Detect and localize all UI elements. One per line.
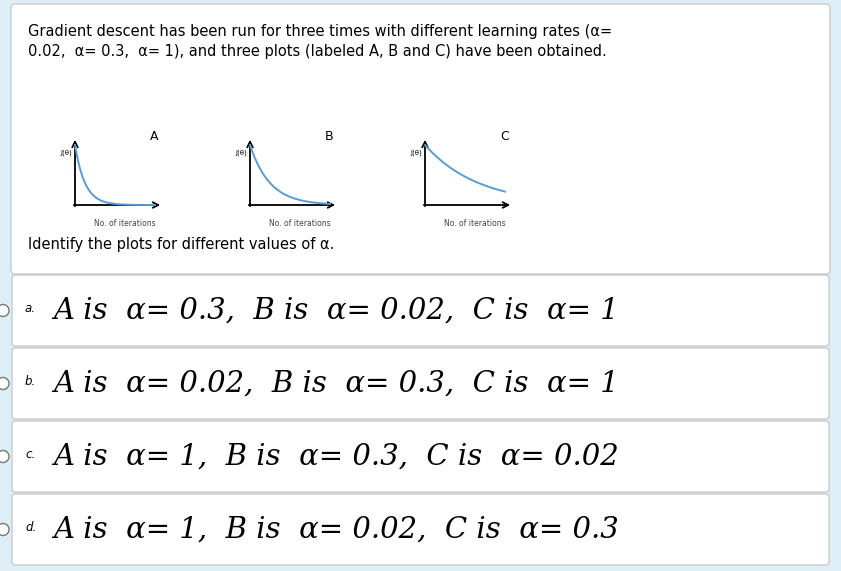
Text: A is  α= 0.02,  B is  α= 0.3,  C is  α= 1: A is α= 0.02, B is α= 0.3, C is α= 1 bbox=[53, 369, 619, 397]
Text: A: A bbox=[150, 130, 158, 143]
Text: Gradient descent has been run for three times with different learning rates (α=: Gradient descent has been run for three … bbox=[28, 24, 612, 39]
Text: A is  α= 0.3,  B is  α= 0.02,  C is  α= 1: A is α= 0.3, B is α= 0.02, C is α= 1 bbox=[53, 296, 619, 324]
Text: J(θ): J(θ) bbox=[410, 149, 422, 155]
Circle shape bbox=[0, 377, 9, 389]
Text: B: B bbox=[325, 130, 334, 143]
Text: 0.02,  α= 0.3,  α= 1), and three plots (labeled A, B and C) have been obtained.: 0.02, α= 0.3, α= 1), and three plots (la… bbox=[28, 44, 606, 59]
Circle shape bbox=[0, 524, 9, 536]
FancyBboxPatch shape bbox=[12, 421, 829, 492]
Text: a.: a. bbox=[25, 302, 36, 315]
FancyBboxPatch shape bbox=[12, 494, 829, 565]
Text: d.: d. bbox=[25, 521, 36, 534]
Text: No. of iterations: No. of iterations bbox=[269, 219, 331, 228]
Text: Identify the plots for different values of α.: Identify the plots for different values … bbox=[28, 237, 335, 252]
FancyBboxPatch shape bbox=[11, 4, 830, 274]
FancyBboxPatch shape bbox=[12, 348, 829, 419]
Text: No. of iterations: No. of iterations bbox=[94, 219, 156, 228]
Text: No. of iterations: No. of iterations bbox=[444, 219, 505, 228]
Text: C: C bbox=[500, 130, 509, 143]
Text: A is  α= 1,  B is  α= 0.3,  C is  α= 0.02: A is α= 1, B is α= 0.3, C is α= 0.02 bbox=[53, 443, 619, 471]
Circle shape bbox=[0, 304, 9, 316]
Text: c.: c. bbox=[25, 448, 35, 461]
Text: J(θ): J(θ) bbox=[235, 149, 247, 155]
FancyBboxPatch shape bbox=[12, 275, 829, 346]
Text: J(θ): J(θ) bbox=[61, 149, 72, 155]
Circle shape bbox=[0, 451, 9, 463]
Text: A is  α= 1,  B is  α= 0.02,  C is  α= 0.3: A is α= 1, B is α= 0.02, C is α= 0.3 bbox=[53, 516, 619, 544]
Text: b.: b. bbox=[25, 375, 36, 388]
